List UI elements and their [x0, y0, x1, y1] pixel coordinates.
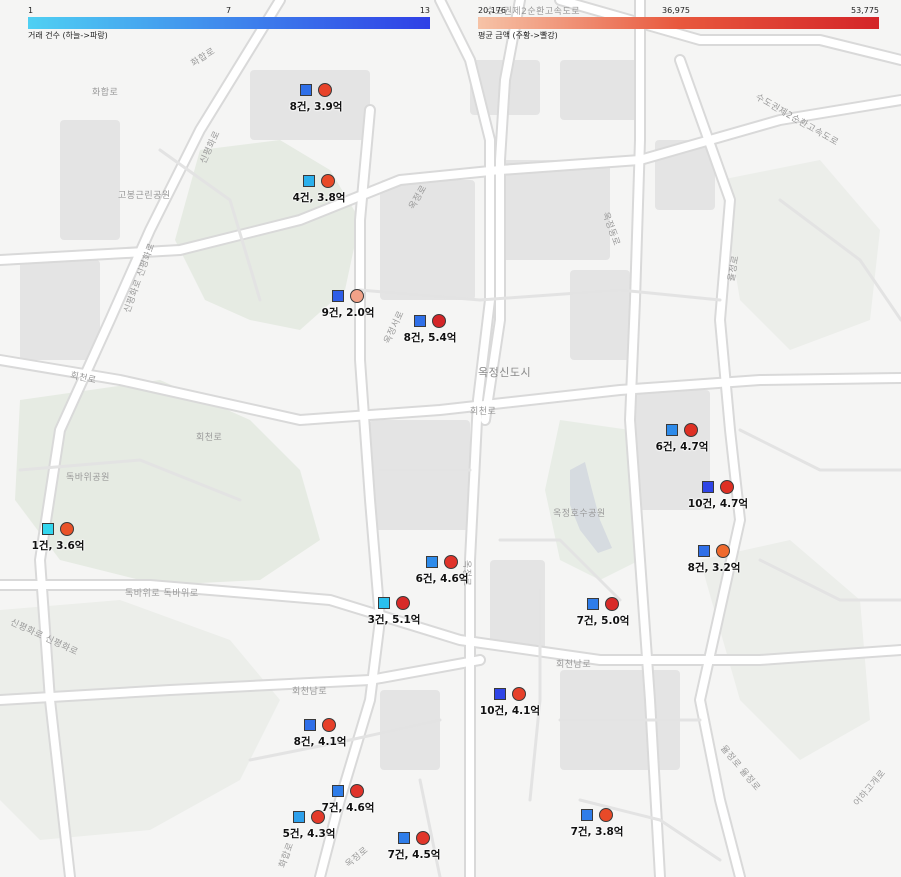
map-label-hoecheon-mid: 회천로	[196, 433, 223, 443]
amount-circle	[416, 831, 430, 845]
count-square	[304, 719, 316, 731]
legend-amount-tick: 36,975	[662, 6, 690, 15]
count-square	[378, 597, 390, 609]
legend-amount-title: 평균 금액 (주황->빨강)	[478, 31, 558, 40]
legend-count-tick: 13	[419, 6, 430, 15]
count-square	[587, 598, 599, 610]
marker-label: 8건, 3.9억	[289, 101, 343, 113]
count-square	[300, 84, 312, 96]
map-label-hoecheon-nam-west: 회천남로	[292, 687, 328, 697]
amount-circle	[716, 544, 730, 558]
marker-label: 7건, 4.6억	[321, 802, 375, 814]
marker-label: 1건, 3.6억	[31, 540, 85, 552]
legend-count-tick: 7	[226, 6, 232, 15]
marker-label: 7건, 3.8억	[570, 826, 624, 838]
marker-label: 8건, 3.2억	[687, 562, 741, 574]
count-square	[398, 832, 410, 844]
amount-circle	[720, 480, 734, 494]
map-label-okjeong-lake-park: 옥정호수공원	[553, 509, 606, 519]
marker-label: 8건, 4.1억	[293, 736, 347, 748]
legend-count-tick: 1	[28, 6, 34, 15]
map-label-gobong-park: 고봉근린공원	[118, 191, 171, 201]
marker-label: 9건, 2.0억	[321, 307, 375, 319]
marker-label: 6건, 4.6억	[415, 573, 469, 585]
count-square	[494, 688, 506, 700]
amount-circle	[432, 314, 446, 328]
map-label-hoecheon-nam-east: 회천남로	[556, 660, 592, 670]
marker-label: 10건, 4.7억	[687, 498, 749, 510]
count-square	[426, 556, 438, 568]
amount-circle	[322, 718, 336, 732]
legend-amount-tick: 20,176	[478, 6, 506, 15]
count-square	[666, 424, 678, 436]
amount-circle	[396, 596, 410, 610]
count-square	[698, 545, 710, 557]
legend-count: 1 7 13 거래 건수 (하늘->파랑)	[28, 6, 430, 40]
amount-circle	[444, 555, 458, 569]
amount-circle	[60, 522, 74, 536]
legend-count-gradient	[28, 17, 430, 29]
amount-circle	[599, 808, 613, 822]
legend-amount-tick: 53,775	[851, 6, 879, 15]
legend-amount: 20,176 36,975 53,775 평균 금액 (주황->빨강)	[478, 6, 879, 40]
count-square	[702, 481, 714, 493]
amount-circle	[350, 784, 364, 798]
amount-circle	[321, 174, 335, 188]
count-square	[581, 809, 593, 821]
amount-circle	[512, 687, 526, 701]
map-label-dokbawi-park: 독바위공원	[66, 473, 110, 483]
marker-label: 5건, 4.3억	[282, 828, 336, 840]
map-label-okjeong-city: 옥정신도시	[478, 366, 532, 379]
count-square	[42, 523, 54, 535]
count-square	[293, 811, 305, 823]
count-square	[303, 175, 315, 187]
map-label-hoecheon-center: 회천로	[470, 407, 497, 417]
amount-circle	[684, 423, 698, 437]
map-label-dokbawi-road: 독바위로 독바위로	[125, 589, 199, 599]
legend-amount-ticks: 20,176 36,975 53,775	[478, 6, 879, 17]
map-label-hwahap-left: 화합로	[92, 88, 119, 98]
amount-circle	[311, 810, 325, 824]
marker-label: 10건, 4.1억	[479, 705, 541, 717]
amount-circle	[350, 289, 364, 303]
legend-amount-gradient	[478, 17, 879, 29]
legend-count-title: 거래 건수 (하늘->파랑)	[28, 31, 108, 40]
map-label-expressway: 수도권제2순환고속도로	[486, 7, 581, 17]
amount-circle	[318, 83, 332, 97]
marker-label: 6건, 4.7억	[655, 441, 709, 453]
amount-circle	[605, 597, 619, 611]
legend-count-ticks: 1 7 13	[28, 6, 430, 17]
marker-label: 8건, 5.4억	[403, 332, 457, 344]
marker-label: 3건, 5.1억	[367, 614, 421, 626]
marker-label: 7건, 4.5억	[387, 849, 441, 861]
count-square	[414, 315, 426, 327]
count-square	[332, 290, 344, 302]
count-square	[332, 785, 344, 797]
marker-label: 7건, 5.0억	[576, 615, 630, 627]
marker-label: 4건, 3.8억	[292, 192, 346, 204]
